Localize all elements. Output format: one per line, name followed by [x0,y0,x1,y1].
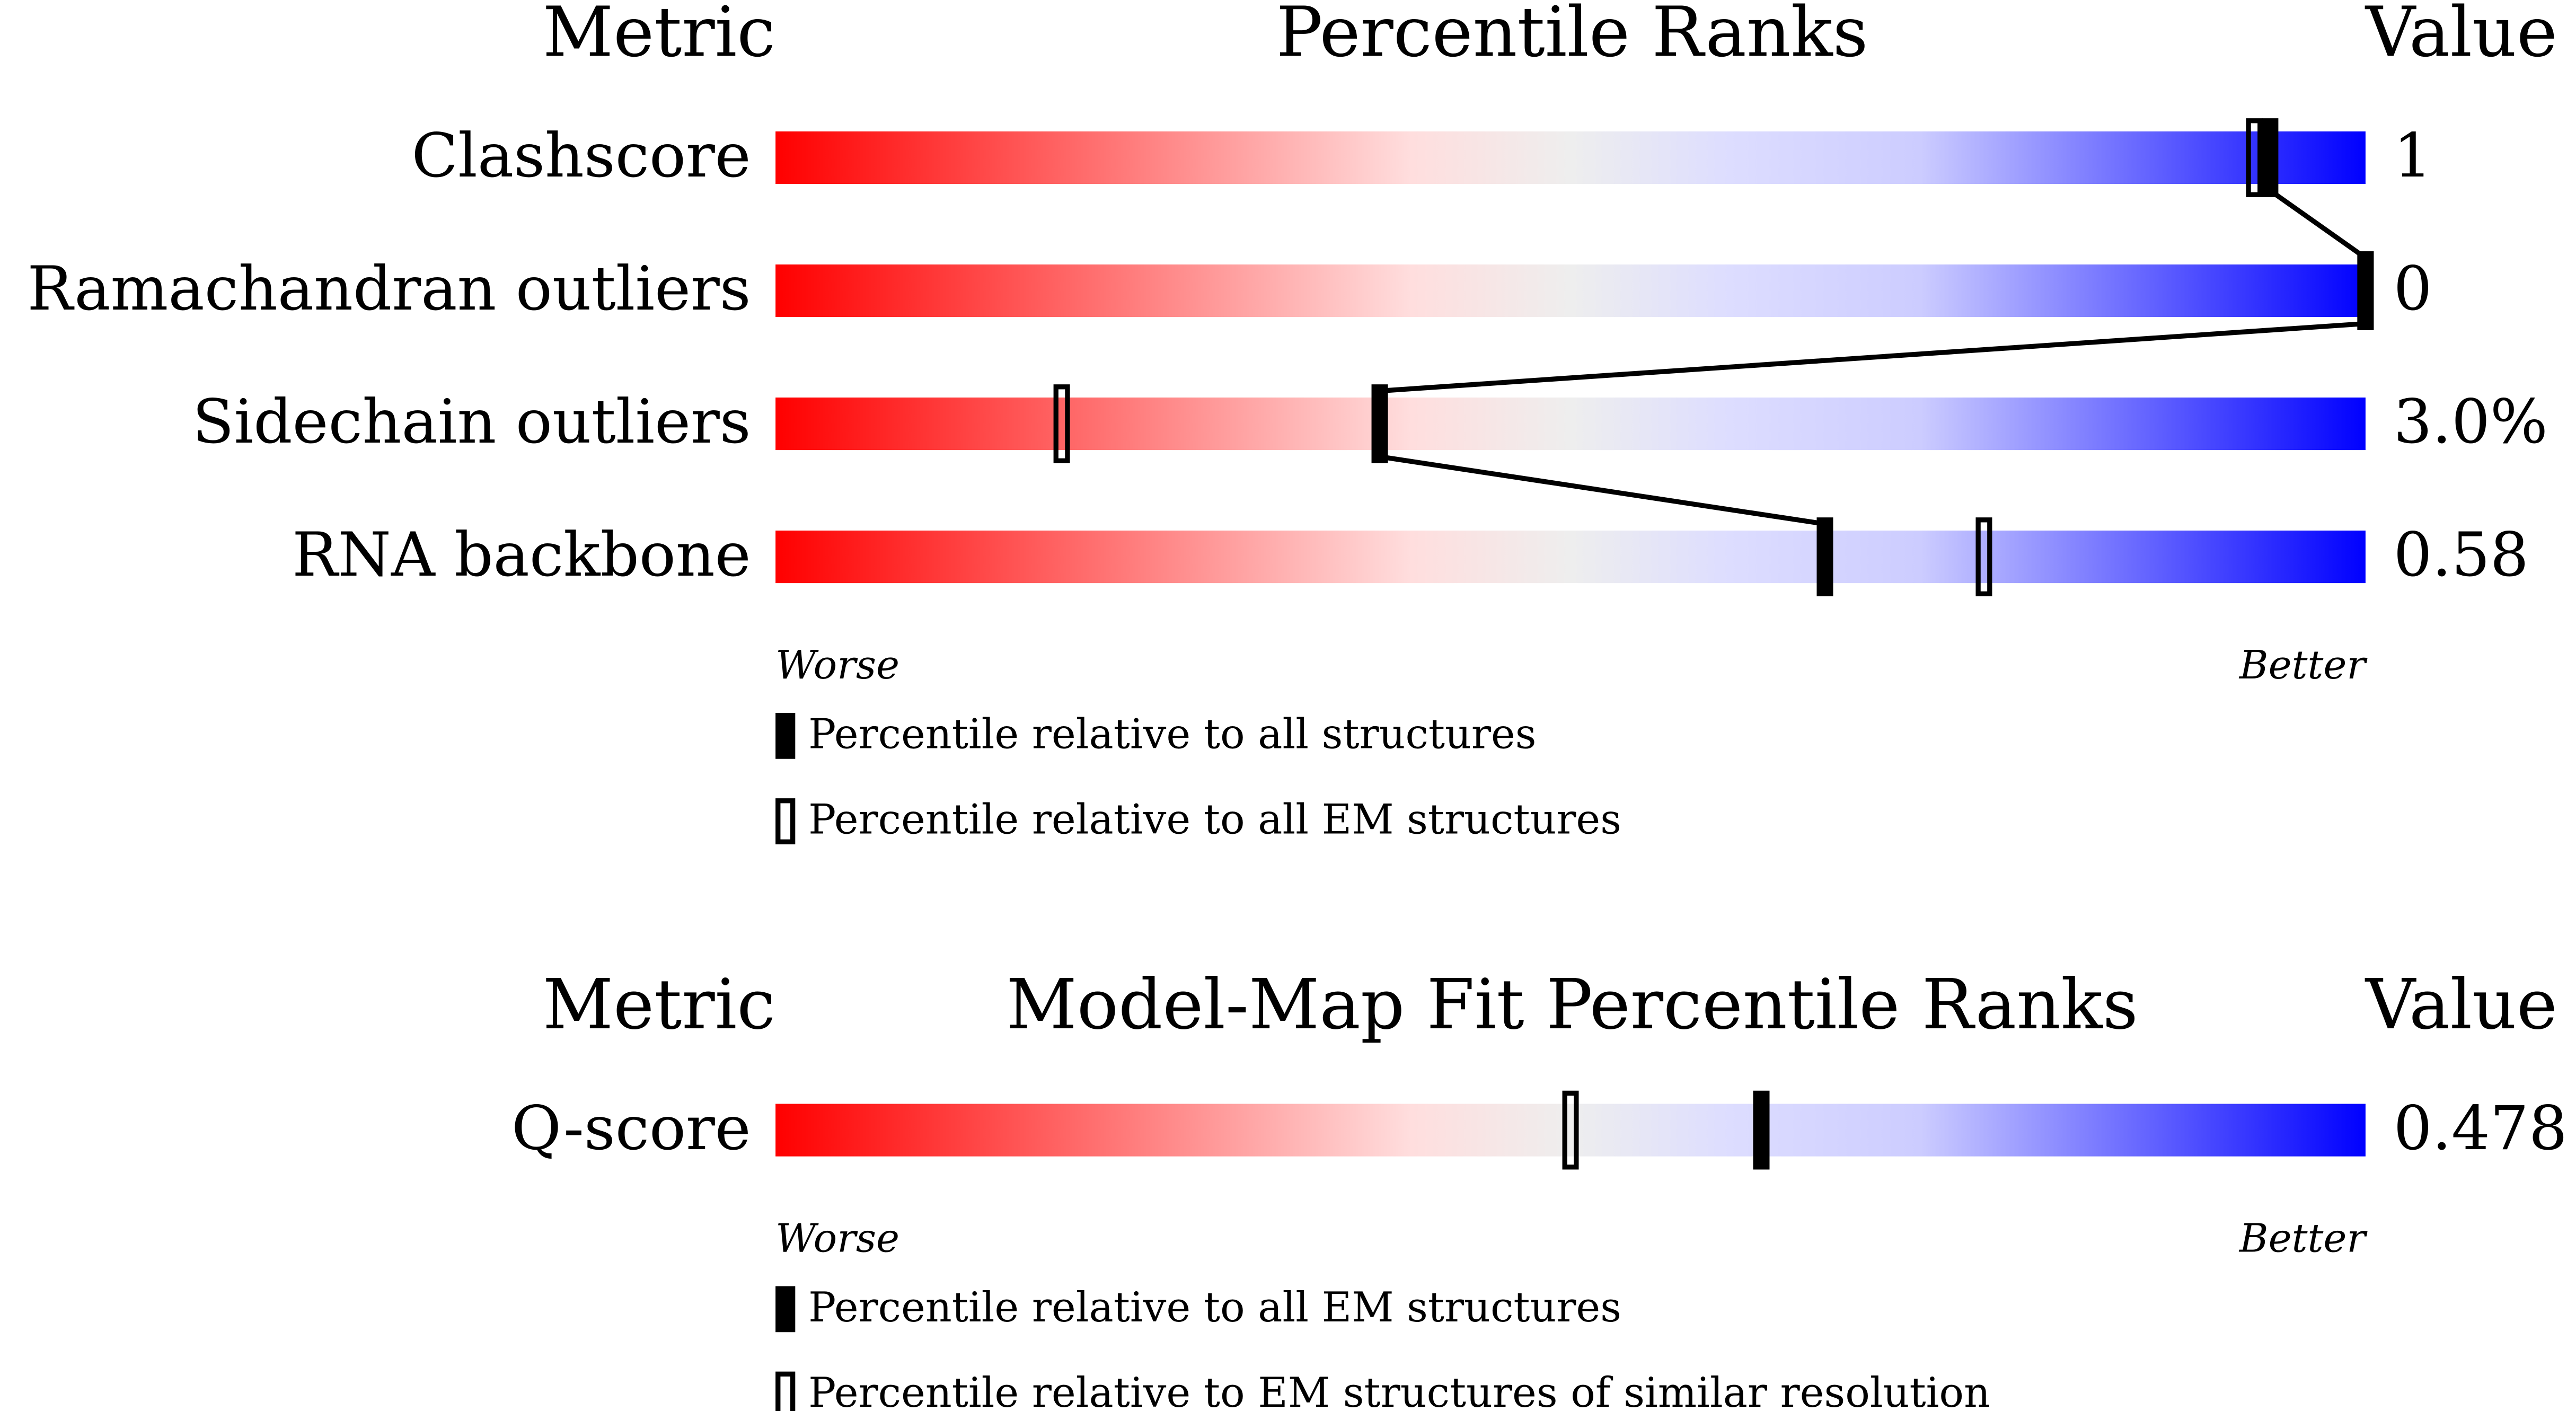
percentile-bar [775,131,2366,184]
metric-label: Clashscore [411,121,751,191]
scale-better: Better [2238,642,2368,688]
legend-text: Percentile relative to all EM structures [808,796,1621,844]
connector [2269,188,2367,260]
metric-value: 3.0% [2394,387,2548,457]
legend-icon-open [775,1371,796,1411]
metric-label: Sidechain outliers [192,387,751,457]
marker-open [1562,1090,1579,1170]
percentile-bar [775,530,2366,584]
marker-filled [1753,1090,1770,1170]
header-value: Value [2365,0,2557,72]
percentile-bar [775,1104,2366,1157]
metric-value: 0.478 [2394,1093,2568,1164]
marker-filled [1816,517,1833,596]
percentile-bar [775,397,2366,451]
marker-filled [2262,118,2279,197]
scale-better: Better [2238,1215,2368,1261]
metric-label: Ramachandran outliers [27,254,751,324]
marker-open [1053,384,1070,463]
metric-label: RNA backbone [292,520,751,590]
header-value: Value [2365,964,2557,1045]
connector [1379,321,2366,394]
marker-open [1975,517,1992,596]
metric-value: 0 [2394,254,2432,324]
legend-icon-filled [775,712,796,759]
marker-filled [2357,251,2374,330]
metric-value: 1 [2394,121,2432,191]
header-metric: Metric [543,964,775,1045]
percentile-bar [775,264,2366,318]
legend-text: Percentile relative to all structures [808,710,1536,758]
legend-icon-open [775,798,796,844]
scale-worse: Worse [775,642,899,688]
header-title: Percentile Ranks [1276,0,1868,72]
legend-text: Percentile relative to EM structures of … [808,1369,1990,1411]
metric-label: Q-score [511,1093,751,1164]
legend-icon-filled [775,1286,796,1333]
metric-value: 0.58 [2394,520,2529,590]
marker-filled [1371,384,1388,463]
header-metric: Metric [543,0,775,72]
connector [1379,454,1825,527]
marker-open [2246,118,2263,197]
legend-text: Percentile relative to all EM structures [808,1284,1621,1331]
header-title: Model-Map Fit Percentile Ranks [1006,964,2138,1045]
scale-worse: Worse [775,1215,899,1261]
